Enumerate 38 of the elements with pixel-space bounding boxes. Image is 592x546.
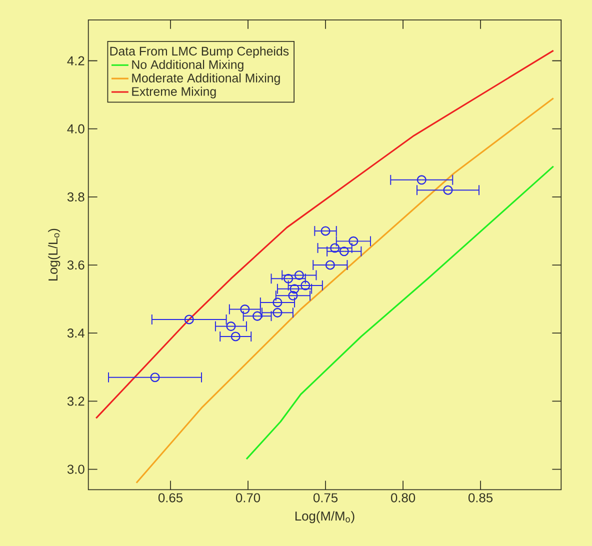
point xyxy=(330,243,340,253)
point xyxy=(290,284,300,294)
point xyxy=(226,321,236,331)
point xyxy=(272,297,282,308)
legend-label: No Additional Mixing xyxy=(132,60,244,72)
point xyxy=(284,274,294,284)
point xyxy=(416,174,426,184)
point xyxy=(230,332,240,342)
legend-title: Data From LMC Bump Cepheids xyxy=(110,46,289,58)
y-axis-title: Log(L/L$_{o}$) xyxy=(48,228,60,280)
y-tick-label: 3.8 xyxy=(67,192,84,202)
point xyxy=(294,270,304,280)
x-tick-label: 0.85 xyxy=(468,492,493,502)
point xyxy=(184,314,194,324)
point xyxy=(240,304,250,314)
legend-label: Extreme Mixing xyxy=(132,86,216,98)
point xyxy=(443,185,453,195)
point xyxy=(150,372,160,382)
point xyxy=(272,308,282,318)
y-tick-label: 3.2 xyxy=(67,396,84,406)
point xyxy=(325,260,335,270)
point xyxy=(288,290,298,300)
y-tick-label: 3.0 xyxy=(67,464,84,474)
x-tick-label: 0.80 xyxy=(390,492,416,502)
y-tick-label: 4.2 xyxy=(67,56,84,66)
y-tick-label: 3.4 xyxy=(67,328,84,338)
y-tick-label: 4.0 xyxy=(67,124,84,134)
x-axis-title: Log(M/M$_{o}$) xyxy=(295,510,354,523)
x-tick-label: 0.70 xyxy=(236,492,260,502)
line-series xyxy=(136,97,554,484)
x-tick-label: 0.65 xyxy=(158,492,183,502)
point xyxy=(320,226,330,236)
legend-label: Moderate Additional Mixing xyxy=(132,73,280,85)
line-series xyxy=(246,165,554,460)
point xyxy=(339,246,349,256)
x-tick-label: 0.75 xyxy=(313,492,338,502)
y-tick-label: 3.6 xyxy=(67,260,84,270)
point xyxy=(348,236,358,246)
